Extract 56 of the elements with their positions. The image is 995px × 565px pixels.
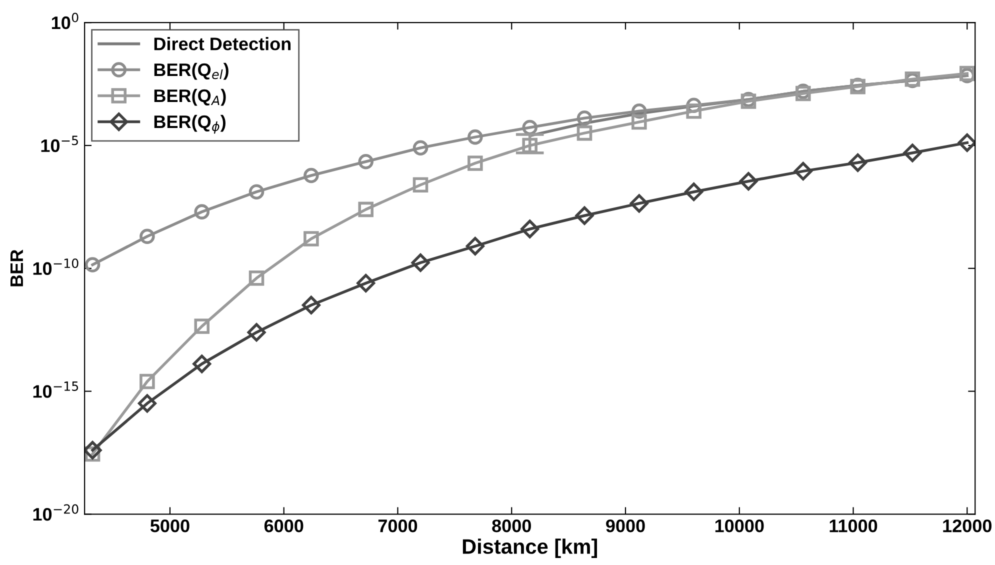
point bbox=[194, 318, 210, 334]
x-tick-label: 8000 bbox=[492, 519, 531, 532]
point bbox=[248, 270, 264, 286]
point bbox=[903, 144, 922, 162]
point bbox=[192, 354, 212, 374]
y-tick-label: 10$^{0}$ bbox=[52, 12, 78, 30]
point bbox=[412, 177, 428, 193]
point bbox=[468, 129, 483, 145]
x-tick-label: 12000 bbox=[943, 519, 992, 532]
point bbox=[466, 236, 484, 256]
point bbox=[630, 194, 648, 213]
y-axis-title: BER bbox=[10, 250, 23, 286]
point bbox=[958, 133, 976, 152]
point bbox=[412, 140, 428, 156]
point bbox=[576, 110, 592, 126]
point bbox=[194, 204, 210, 220]
point bbox=[247, 323, 266, 342]
x-tick-label: 5000 bbox=[150, 519, 190, 532]
point bbox=[140, 374, 155, 390]
point bbox=[304, 231, 319, 246]
legend-label: BER(Q$_{A}$) bbox=[154, 88, 226, 106]
y-tick-label: 10$^{−15}$ bbox=[33, 382, 78, 398]
y-tick-label: 10$^{−10}$ bbox=[33, 258, 78, 275]
x-tick-label: 9000 bbox=[606, 519, 645, 532]
point bbox=[686, 103, 702, 119]
x-tick-label: 6000 bbox=[264, 519, 304, 532]
legend-label: BER(Q$_{ϕ}$) bbox=[154, 114, 226, 134]
point bbox=[140, 228, 155, 244]
point bbox=[684, 182, 704, 202]
point bbox=[794, 162, 812, 180]
y-tick-label: 10$^{−5}$ bbox=[41, 136, 78, 152]
point bbox=[468, 156, 483, 171]
point bbox=[358, 202, 374, 218]
point bbox=[848, 153, 868, 172]
point bbox=[632, 114, 647, 130]
point bbox=[576, 125, 592, 141]
x-tick-label: 11000 bbox=[830, 519, 878, 532]
point bbox=[356, 274, 376, 292]
point bbox=[575, 206, 594, 225]
x-tick-label: 10000 bbox=[715, 519, 764, 532]
point bbox=[84, 257, 100, 272]
point bbox=[358, 154, 374, 170]
y-tick-label: 10$^{−20}$ bbox=[33, 504, 78, 521]
x-axis-title: Distance [km] bbox=[462, 538, 597, 558]
legend-label: Direct Detection bbox=[154, 37, 291, 50]
point bbox=[248, 184, 264, 200]
point bbox=[304, 168, 319, 184]
legend-label: BER(Q$_{el}$) bbox=[154, 62, 228, 80]
x-tick-label: 7000 bbox=[378, 519, 418, 532]
point bbox=[739, 172, 758, 191]
point bbox=[520, 220, 540, 238]
point bbox=[138, 394, 156, 413]
point bbox=[302, 296, 320, 314]
point bbox=[84, 440, 102, 460]
point bbox=[522, 138, 538, 154]
point bbox=[411, 253, 430, 272]
